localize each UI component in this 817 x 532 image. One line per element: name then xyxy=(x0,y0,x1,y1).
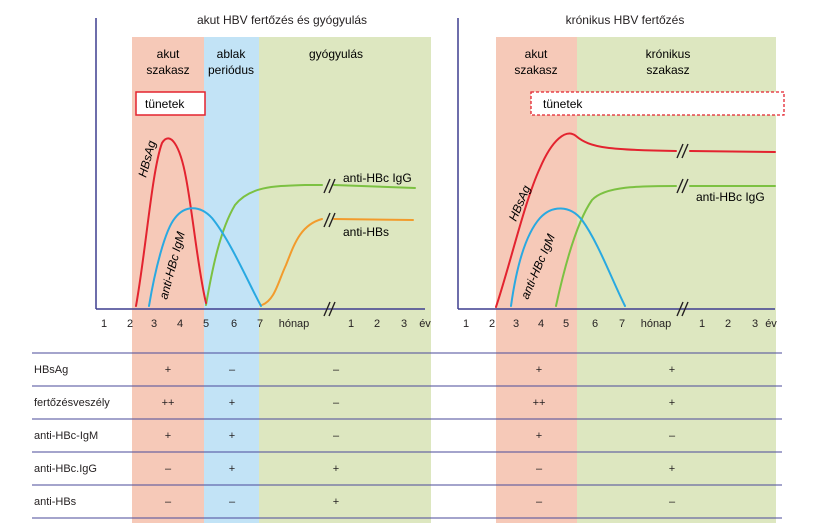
axis-break-marks-right xyxy=(676,143,689,317)
anti-hbs-curve-label: anti-HBs xyxy=(343,225,389,239)
phase-label-recovery: gyógyulás xyxy=(309,47,363,61)
x-axis-ticks-left: 1 2 3 4 5 6 7 hónap 1 2 3 év xyxy=(101,318,431,330)
phase-label-chronic-line1: krónikus xyxy=(646,47,691,61)
x-tick-label: hónap xyxy=(279,318,310,330)
table-cell: – xyxy=(333,364,340,376)
phase-label-acute-line2: szakasz xyxy=(146,63,189,77)
x-tick-label: 2 xyxy=(725,318,731,330)
phase-label-acute-r-line1: akut xyxy=(525,47,548,61)
x-tick-label: 3 xyxy=(752,318,758,330)
x-tick-label: 2 xyxy=(374,318,380,330)
table-cell: – xyxy=(229,496,236,508)
x-tick-label: hónap xyxy=(641,318,672,330)
phase-band-window xyxy=(204,37,259,523)
anti-hbc-igm-curve-right xyxy=(510,207,626,307)
right-axes xyxy=(457,18,775,310)
anti-hbs-curve xyxy=(261,218,414,306)
table-cell: – xyxy=(536,463,543,475)
left-axes xyxy=(95,18,425,310)
phase-band-chronic xyxy=(577,37,776,523)
x-tick-label: 6 xyxy=(231,318,237,330)
anti-hbc-igm-curve xyxy=(148,207,262,307)
table-cell: + xyxy=(333,463,339,475)
axis-break-marks-left xyxy=(323,178,336,317)
x-tick-label: 3 xyxy=(513,318,519,330)
hbsag-curve-right xyxy=(495,132,776,308)
table-cell: + xyxy=(669,397,675,409)
table-row-label: HBsAg xyxy=(34,364,68,376)
x-tick-label: 2 xyxy=(127,318,133,330)
phase-band-recovery xyxy=(259,37,431,523)
table-cell: + xyxy=(165,430,171,442)
x-tick-label: 1 xyxy=(463,318,469,330)
symptoms-box-left xyxy=(135,91,206,116)
x-axis-ticks-right: 1 2 3 4 5 6 7 hónap 1 2 3 év xyxy=(463,318,777,330)
x-tick-label: 3 xyxy=(401,318,407,330)
table-cell: + xyxy=(536,430,542,442)
x-tick-label: 4 xyxy=(538,318,544,330)
status-table: HBsAg + – – + +fertőzésveszély ++ + – ++ +anti-HBc… xyxy=(34,364,676,508)
x-tick-label: 6 xyxy=(592,318,598,330)
symptoms-label-left: tünetek xyxy=(145,97,185,111)
right-panel-title: krónikus HBV fertőzés xyxy=(566,13,685,27)
x-tick-label: 5 xyxy=(203,318,209,330)
anti-hbc-igg-curve-label: anti-HBc IgG xyxy=(343,171,412,185)
table-row-label: anti-HBc-IgM xyxy=(34,430,98,442)
table-cell: + xyxy=(229,463,235,475)
x-tick-label: év xyxy=(419,318,431,330)
table-cell: + xyxy=(165,364,171,376)
x-tick-label: 4 xyxy=(177,318,183,330)
x-tick-label: 7 xyxy=(257,318,263,330)
anti-hbc-igg-curve xyxy=(205,184,416,306)
table-rules xyxy=(32,352,782,519)
x-tick-label: 2 xyxy=(489,318,495,330)
symptoms-label-right: tünetek xyxy=(543,97,583,111)
table-row-label: anti-HBc.IgG xyxy=(34,463,97,475)
x-tick-label: 7 xyxy=(619,318,625,330)
x-tick-label: év xyxy=(765,318,777,330)
table-cell: – xyxy=(229,364,236,376)
table-cell: + xyxy=(333,496,339,508)
table-cell: – xyxy=(333,430,340,442)
left-panel-title: akut HBV fertőzés és gyógyulás xyxy=(197,13,367,27)
phase-label-acute-r-line2: szakasz xyxy=(514,63,557,77)
table-cell: – xyxy=(536,496,543,508)
table-cell: – xyxy=(669,496,676,508)
table-cell: + xyxy=(536,364,542,376)
table-cell: ++ xyxy=(162,397,175,409)
phase-label-chronic-line2: szakasz xyxy=(646,63,689,77)
phase-label-window-line2: periódus xyxy=(208,63,254,77)
x-tick-label: 1 xyxy=(699,318,705,330)
anti-hbc-igg-curve-right xyxy=(555,185,776,307)
x-tick-label: 1 xyxy=(348,318,354,330)
table-cell: + xyxy=(669,364,675,376)
phase-label-acute-line1: akut xyxy=(157,47,180,61)
anti-hbc-igg-curve-label-right: anti-HBc IgG xyxy=(696,190,765,204)
phase-label-window-line1: ablak xyxy=(217,47,247,61)
hbsag-curve xyxy=(135,137,207,307)
table-cell: + xyxy=(669,463,675,475)
phase-band-acute xyxy=(132,37,204,523)
table-cell: ++ xyxy=(533,397,546,409)
table-cell: – xyxy=(165,463,172,475)
table-cell: – xyxy=(669,430,676,442)
phase-band-acute-chronic-panel xyxy=(496,37,577,523)
x-tick-label: 5 xyxy=(563,318,569,330)
x-tick-label: 3 xyxy=(151,318,157,330)
x-tick-label: 1 xyxy=(101,318,107,330)
table-row-label: fertőzésveszély xyxy=(34,397,110,409)
table-cell: + xyxy=(229,397,235,409)
table-row-label: anti-HBs xyxy=(34,496,77,508)
table-cell: – xyxy=(165,496,172,508)
table-cell: + xyxy=(229,430,235,442)
symptoms-box-right xyxy=(530,91,785,116)
table-cell: – xyxy=(333,397,340,409)
